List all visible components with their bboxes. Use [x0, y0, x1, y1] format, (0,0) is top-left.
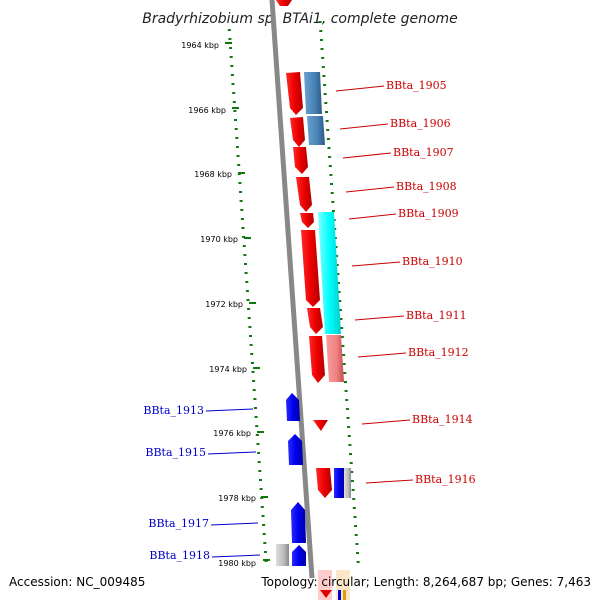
genome-title: Bradyrhizobium sp. BTAi1, complete genom…	[142, 11, 458, 27]
gene-block-partial[interactable]	[343, 590, 346, 600]
genome-summary-text: Topology: circular; Length: 8,264,687 bp…	[260, 575, 591, 589]
left-leader-lines	[205, 408, 261, 558]
gene-label[interactable]: BBta_1905	[386, 79, 447, 92]
gene-label[interactable]: BBta_1912	[408, 346, 469, 359]
forward-strand-genes	[276, 0, 351, 600]
gene-arrow-bbta-1918[interactable]	[292, 545, 306, 566]
genome-backbone	[269, 0, 315, 579]
kbp-label: 1966 kbp	[188, 106, 226, 115]
kbp-label: 1964 kbp	[181, 41, 219, 50]
gene-arrow-bbta-1907[interactable]	[293, 147, 308, 174]
gene-arrow[interactable]	[276, 0, 292, 6]
gene-arrow-bbta-1905[interactable]	[286, 72, 303, 115]
gene-block-bbta-1912[interactable]	[326, 335, 344, 382]
gene-arrow-bbta-1912[interactable]	[309, 336, 325, 383]
gene-block-bbta-1906[interactable]	[307, 116, 325, 145]
gene-arrow-bbta-1911[interactable]	[307, 308, 323, 334]
gene-block-gray[interactable]	[344, 468, 351, 498]
gene-label[interactable]: BBta_1911	[406, 309, 467, 322]
gene-arrow-bbta-1908[interactable]	[296, 177, 312, 212]
gene-label[interactable]: BBta_1907	[393, 146, 454, 159]
kbp-label: 1976 kbp	[213, 429, 251, 438]
gene-label[interactable]: BBta_1914	[412, 413, 473, 426]
accession-text: Accession: NC_009485	[9, 575, 145, 589]
kbp-label: 1972 kbp	[205, 300, 243, 309]
gene-label[interactable]: BBta_1918	[149, 549, 210, 562]
gene-arrow-bbta-1906[interactable]	[290, 117, 305, 147]
gene-label[interactable]: BBta_1906	[390, 117, 451, 130]
outer-dotted-track	[227, 29, 268, 562]
gene-label[interactable]: BBta_1917	[148, 517, 209, 530]
gene-label[interactable]: BBta_1915	[145, 446, 206, 459]
kbp-label: 1974 kbp	[209, 365, 247, 374]
gene-block-bbta-1905[interactable]	[304, 72, 322, 114]
kbp-label: 1970 kbp	[200, 235, 238, 244]
gene-block-bbta-1918[interactable]	[276, 544, 289, 566]
gene-block-partial[interactable]	[338, 590, 341, 600]
gene-arrow-bbta-1910[interactable]	[301, 230, 320, 307]
gene-arrow-bbta-1909[interactable]	[300, 213, 314, 228]
gene-arrow-bbta-1917[interactable]	[291, 502, 306, 543]
right-leader-lines	[335, 85, 414, 484]
gene-label[interactable]: BBta_1913	[143, 404, 204, 417]
kbp-label: 1978 kbp	[218, 494, 256, 503]
kbp-label: 1968 kbp	[194, 170, 232, 179]
left-gene-labels: BBta_1913 BBta_1915 BBta_1917 BBta_1918	[143, 404, 210, 562]
gene-arrow-bbta-1914[interactable]	[313, 420, 328, 431]
gene-arrow-bbta-1915[interactable]	[288, 434, 303, 465]
right-gene-labels: BBta_1905 BBta_1906 BBta_1907 BBta_1908 …	[386, 79, 476, 486]
gene-block-bbta-1916[interactable]	[334, 468, 344, 498]
gene-label[interactable]: BBta_1908	[396, 180, 457, 193]
reverse-strand-genes	[276, 393, 306, 566]
gene-arrow-bbta-1916[interactable]	[316, 468, 332, 498]
kbp-scale: 1964 kbp 1966 kbp 1968 kbp 1970 kbp 1972…	[181, 41, 270, 568]
gene-block-bbta-1910[interactable]	[318, 212, 341, 334]
gene-label[interactable]: BBta_1916	[415, 473, 476, 486]
gene-arrow-partial[interactable]	[320, 590, 332, 598]
kbp-label: 1980 kbp	[218, 559, 256, 568]
gene-label[interactable]: BBta_1910	[402, 255, 463, 268]
gene-arrow-bbta-1913[interactable]	[286, 393, 300, 421]
gene-label[interactable]: BBta_1909	[398, 207, 459, 220]
